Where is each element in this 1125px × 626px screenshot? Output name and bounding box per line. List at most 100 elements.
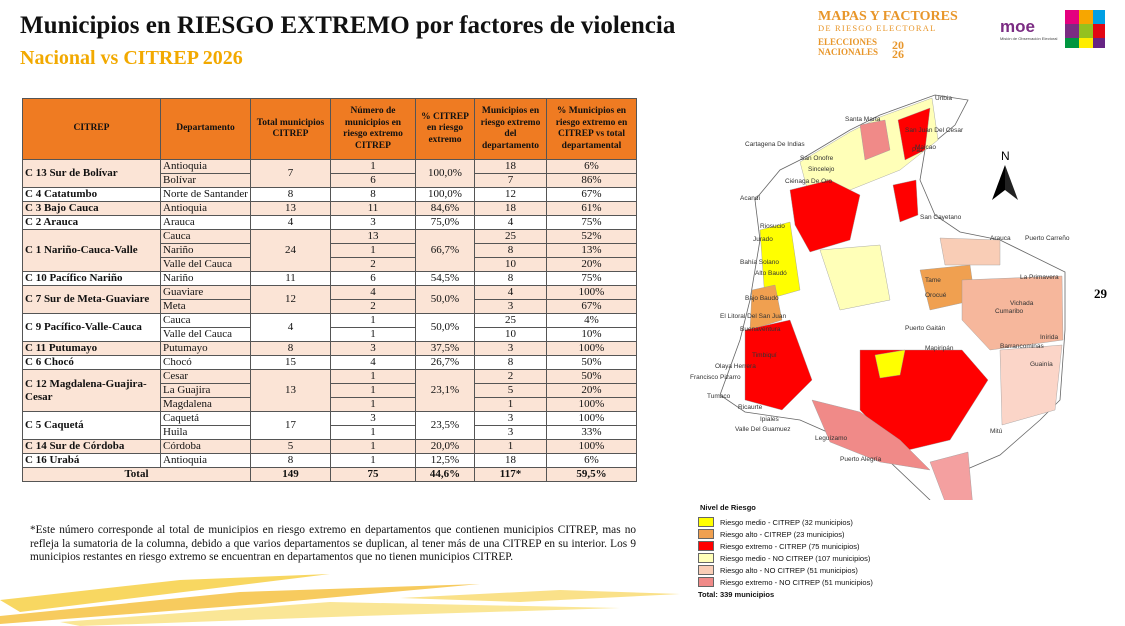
legend-item: Riesgo medio - NO CITREP (107 municipios… <box>698 552 898 564</box>
pct-departamental: 6% <box>546 453 637 468</box>
pct-citrep: 75,0% <box>415 215 475 230</box>
region <box>859 119 891 161</box>
column-header: Número de municipios en riesgo extremo C… <box>330 98 416 160</box>
legend-label: Riesgo medio - NO CITREP (107 municipios… <box>720 553 871 563</box>
pct-departamental: 67% <box>546 299 637 314</box>
municipios-departamento: 1 <box>474 439 547 454</box>
north-arrow <box>992 165 1018 200</box>
municipios-departamento: 1 <box>474 397 547 412</box>
departamento: Bolívar <box>160 173 251 188</box>
total-municipios: 17 <box>250 411 331 440</box>
table-row: C 14 Sur de Córdoba Córdoba 5 1 20,0% 1 100% <box>22 439 637 454</box>
pct-departamental: 100% <box>546 411 637 426</box>
pct-departamental: 33% <box>546 425 637 440</box>
region <box>939 237 1001 266</box>
legend-item: Riesgo medio - CITREP (32 municipios) <box>698 516 898 528</box>
map-label: Tumaco <box>707 393 731 400</box>
municipios-departamento: 12 <box>474 187 547 202</box>
departamento: La Guajira <box>160 383 251 398</box>
total-municipios-departamento: 117* <box>474 467 547 482</box>
departamento: Arauca <box>160 215 251 230</box>
table-row: La Guajira 1 5 20% <box>23 383 637 398</box>
legend-item: Riesgo extremo - CITREP (75 municipios) <box>698 540 898 552</box>
total-municipios: 8 <box>250 341 331 356</box>
pct-citrep: 12,5% <box>415 453 475 468</box>
map-label: Bahía Solano <box>740 259 779 266</box>
region <box>892 179 919 223</box>
map-label: Bajo Baudó <box>745 295 779 302</box>
moe-full: Misión de Observación Electoral <box>1000 36 1057 41</box>
pct-departamental: 61% <box>546 201 637 216</box>
table-row: C 5 Caquetá Caquetá 17 3 23,5% 3 100% <box>22 411 637 440</box>
pct-citrep: 26,7% <box>415 355 475 370</box>
map-label: Alto Baudó <box>755 270 787 277</box>
logo-text: 20 <box>892 38 904 52</box>
departamento: Valle del Cauca <box>160 257 251 272</box>
map-label: Sincelejo <box>808 166 835 173</box>
map-label: Francisco Pizarro <box>690 374 741 381</box>
citrep: C 14 Sur de Córdoba <box>22 439 161 454</box>
legend-swatch <box>698 577 714 587</box>
citrep: C 5 Caquetá <box>22 411 161 440</box>
map-label: Mitú <box>990 428 1003 435</box>
map-label: Uribia <box>935 95 952 102</box>
legend-label: Riesgo medio - CITREP (32 municipios) <box>720 517 853 527</box>
legend-item: Riesgo alto - CITREP (23 municipios) <box>698 528 898 540</box>
map-label: San Juan Del Cesar <box>905 127 964 134</box>
departamento: Norte de Santander <box>160 187 251 202</box>
column-header: % Municipios en riesgo extremo en CITREP… <box>546 98 637 160</box>
total-municipios: 4 <box>250 313 331 342</box>
departamento: Antioquia <box>160 453 251 468</box>
pct-departamental: 4% <box>546 313 637 328</box>
citrep: C 6 Chocó <box>22 355 161 370</box>
pct-citrep: 100,0% <box>415 187 475 202</box>
region <box>961 275 1064 351</box>
total-pct: 44,6% <box>415 467 475 482</box>
table-row: C 3 Bajo Cauca Antioquia 13 11 84,6% 18 61% <box>22 201 637 216</box>
total-municipios: 24 <box>250 229 331 272</box>
map-legend: Nivel de Riesgo Riesgo medio - CITREP (32… <box>698 503 898 599</box>
riesgo-extremo: 1 <box>330 327 416 342</box>
riesgo-extremo: 3 <box>330 411 416 426</box>
total-total: 149 <box>250 467 331 482</box>
pct-citrep: 23,5% <box>415 411 475 440</box>
logo-text: DE RIESGO ELECTORAL <box>818 23 937 33</box>
pct-citrep: 37,5% <box>415 341 475 356</box>
header-row: CITREP Departamento Total municipios CITRE… <box>22 98 637 160</box>
legend-swatch <box>698 565 714 575</box>
pct-departamental: 13% <box>546 243 637 258</box>
legend-label: Riesgo alto - NO CITREP (51 municipios) <box>720 565 858 575</box>
pct-departamental: 10% <box>546 327 637 342</box>
pct-citrep: 20,0% <box>415 439 475 454</box>
departamento: Nariño <box>160 271 251 286</box>
table-row: C 2 Arauca Arauca 4 3 75,0% 4 75% <box>22 215 637 230</box>
title: Municipios en RIESGO EXTREMO por factore… <box>20 12 676 39</box>
map-label: Jurado <box>753 236 773 243</box>
municipios-departamento: 8 <box>474 355 547 370</box>
region <box>811 399 931 471</box>
departamento: Putumayo <box>160 341 251 356</box>
municipios-departamento: 3 <box>474 341 547 356</box>
north-label: N <box>1001 149 1010 163</box>
citrep: C 1 Nariño-Cauca-Valle <box>22 229 161 272</box>
total-municipios: 15 <box>250 355 331 370</box>
departamento: Córdoba <box>160 439 251 454</box>
map-label: El Litoral Del San Juan <box>720 313 787 320</box>
region <box>749 284 783 331</box>
map-label: Olaya Herrera <box>715 363 756 370</box>
departamento: Caquetá <box>160 411 251 426</box>
pct-departamental: 20% <box>546 383 637 398</box>
map-label: Acandí <box>740 195 760 202</box>
municipios-departamento: 7 <box>474 173 547 188</box>
pct-departamental: 6% <box>546 159 637 174</box>
departamento: Huila <box>160 425 251 440</box>
riesgo-extremo: 13 <box>330 229 416 244</box>
map-label: Orocué <box>925 292 947 299</box>
map-label: Valle Del Guamuez <box>735 426 791 433</box>
map-label: Barrancominas <box>1000 343 1044 350</box>
total-municipios: 5 <box>250 439 331 454</box>
riesgo-extremo: 6 <box>330 271 416 286</box>
table-row: C 4 Catatumbo Norte de Santander 8 8 100,0% 1… <box>22 187 637 202</box>
legend-swatch <box>698 553 714 563</box>
